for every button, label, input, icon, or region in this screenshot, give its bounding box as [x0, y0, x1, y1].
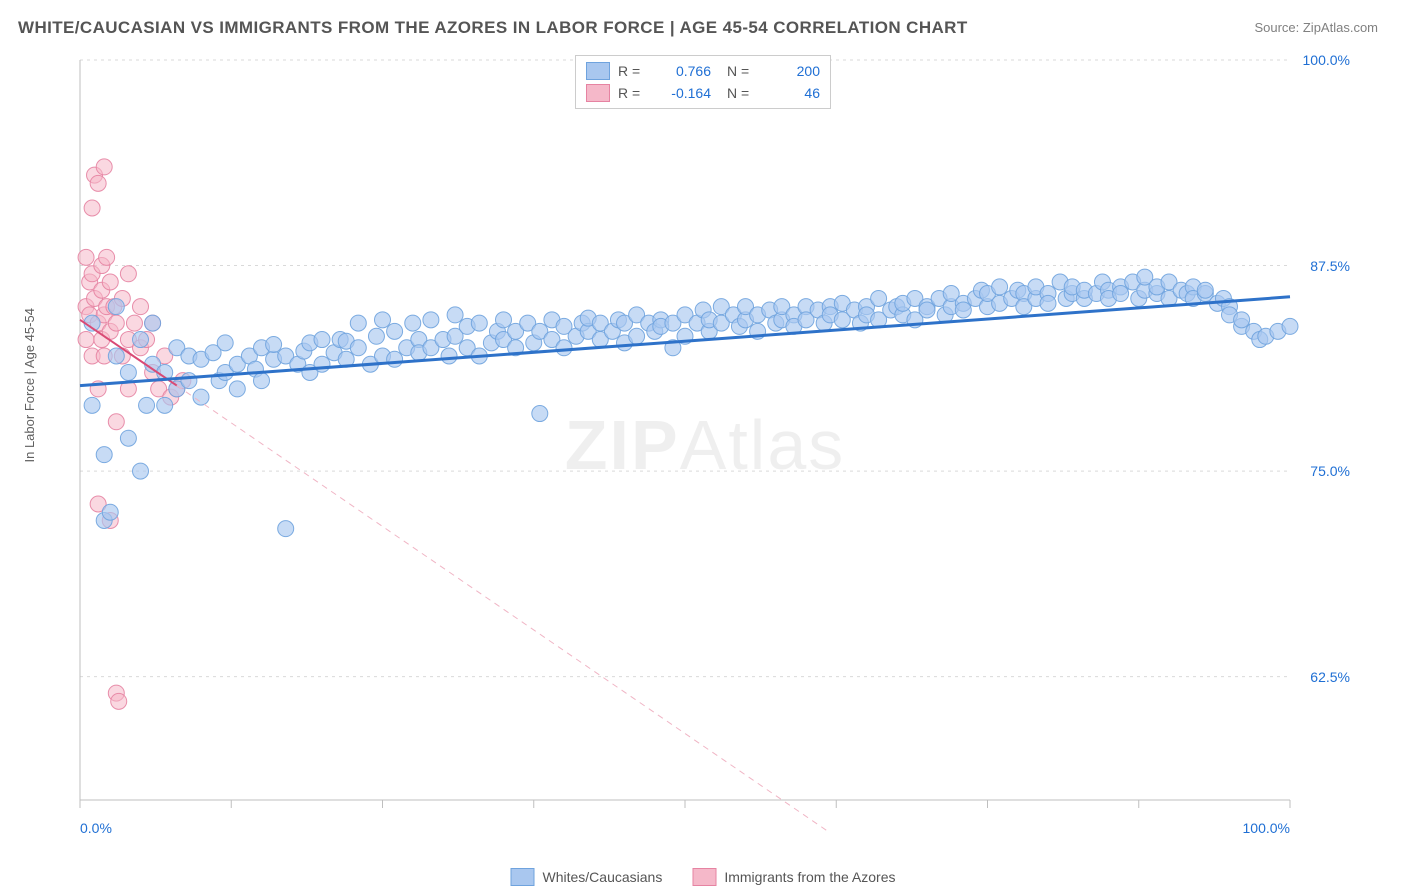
chart-svg: [50, 50, 1360, 840]
legend-swatch: [511, 868, 535, 886]
legend-correlation-row: R =-0.164N =46: [586, 82, 820, 104]
legend-series-item: Whites/Caucasians: [511, 868, 663, 886]
legend-correlation: R =0.766N =200R =-0.164N =46: [575, 55, 831, 109]
legend-swatch: [586, 84, 610, 102]
legend-series: Whites/Caucasians Immigrants from the Azo…: [511, 868, 896, 886]
plot-area: ZIPAtlas 62.5%75.0%87.5%100.0%0.0%100.0%: [50, 50, 1360, 840]
x-tick-label: 100.0%: [1243, 820, 1290, 836]
source-label: Source: ZipAtlas.com: [1254, 20, 1378, 35]
y-tick-label: 100.0%: [1303, 52, 1350, 68]
legend-correlation-row: R =0.766N =200: [586, 60, 820, 82]
chart-title: WHITE/CAUCASIAN VS IMMIGRANTS FROM THE A…: [18, 18, 968, 38]
legend-series-item: Immigrants from the Azores: [692, 868, 895, 886]
y-tick-label: 62.5%: [1310, 669, 1350, 685]
y-tick-label: 75.0%: [1310, 463, 1350, 479]
legend-swatch: [692, 868, 716, 886]
y-tick-label: 87.5%: [1310, 258, 1350, 274]
y-axis-label: In Labor Force | Age 45-54: [22, 308, 37, 462]
legend-swatch: [586, 62, 610, 80]
x-tick-label: 0.0%: [80, 820, 112, 836]
